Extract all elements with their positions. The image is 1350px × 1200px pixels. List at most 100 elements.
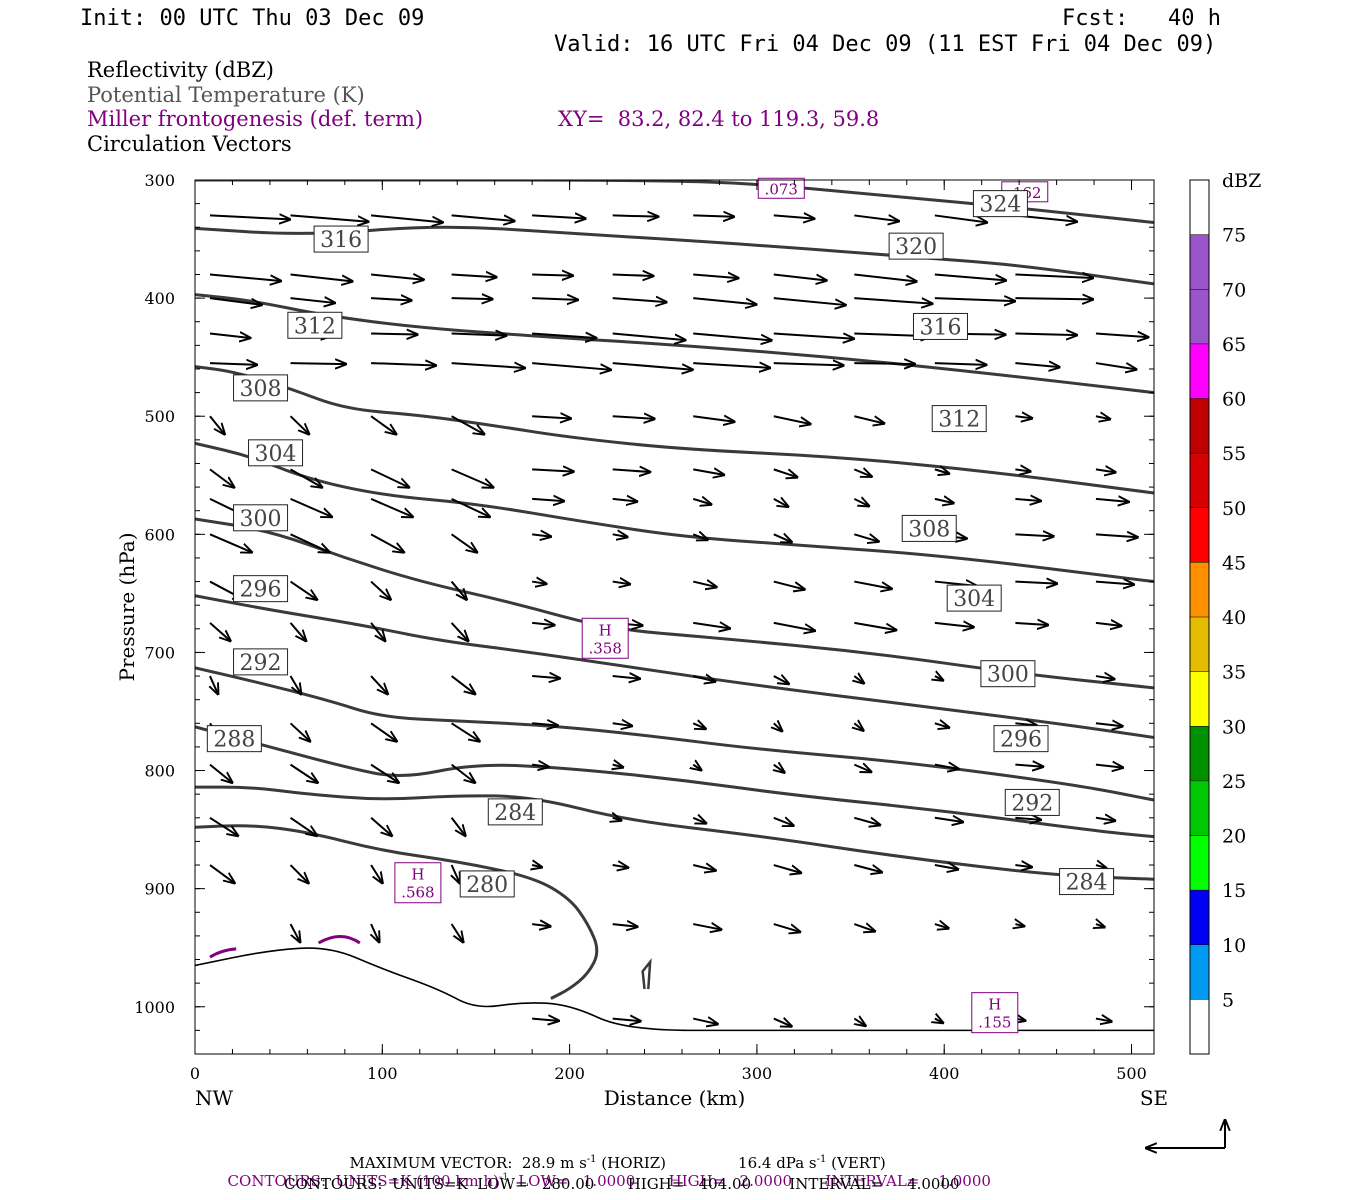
- circulation-vector: [532, 723, 557, 725]
- circulation-vector: [289, 816, 317, 836]
- circulation-vector: [371, 363, 436, 365]
- circulation-vector: [934, 623, 974, 627]
- plot-axes: 300 400 500 600 700 800 900 1000 0 100 200 300 400 50…: [115, 171, 1168, 1110]
- reference-vector-icon: [1146, 1120, 1225, 1148]
- colorbar-label: 65: [1222, 334, 1246, 356]
- circulation-vector: [693, 1019, 717, 1024]
- theta-contour-320: [195, 225, 1154, 286]
- theta-label: 292: [240, 651, 282, 676]
- circulation-vector: [1015, 924, 1024, 926]
- theta-label-box: [993, 725, 1049, 753]
- circulation-vector: [934, 363, 986, 365]
- theta-contour-292: [195, 725, 1154, 839]
- fronto-box: [394, 862, 442, 904]
- theta-label-box: [912, 312, 968, 340]
- theta-label: 288: [213, 728, 255, 753]
- theta-label: 284: [1066, 871, 1108, 896]
- colorbar-segment: [1190, 944, 1209, 1000]
- max-vector-horiz: MAXIMUM VECTOR: 28.9 m s: [349, 1154, 587, 1172]
- circulation-vector: [209, 763, 232, 783]
- circulation-vector: [451, 363, 525, 368]
- circulation-vector: [1015, 363, 1059, 367]
- legend-circulation: Circulation Vectors: [87, 132, 292, 156]
- circulation-vector: [210, 675, 218, 694]
- theta-label: 304: [255, 442, 297, 467]
- y-tick-label: 1000: [134, 998, 175, 1017]
- circulation-vector: [532, 534, 551, 536]
- circulation-vector: [692, 818, 706, 823]
- circulation-vector: [853, 469, 871, 476]
- circulation-vector: [532, 865, 542, 867]
- circulation-vector: [1095, 765, 1123, 768]
- legend-reflectivity: Reflectivity (dBZ): [87, 58, 275, 82]
- circulation-vector: [370, 817, 392, 836]
- circulation-vector: [693, 582, 716, 587]
- circulation-vector: [451, 497, 490, 517]
- fronto-box: [757, 177, 805, 199]
- circulation-vector: [854, 363, 915, 364]
- theta-label-box: [1004, 788, 1060, 816]
- fronto-max-label: H: [599, 621, 612, 639]
- circulation-vector: [854, 534, 878, 541]
- circulation-vector: [289, 722, 310, 741]
- colorbar-label: 60: [1222, 389, 1246, 411]
- fronto-contour: [209, 947, 237, 959]
- colorbar-label: 35: [1222, 662, 1246, 684]
- y-tick-label: 900: [144, 880, 175, 899]
- circulation-vector: [290, 214, 369, 221]
- circulation-vector: [370, 722, 397, 741]
- circulation-vector: [693, 469, 724, 474]
- colorbar-segment: [1190, 617, 1209, 672]
- contours-frontogenesis-note: CONTOURS: UNITS=K (100 km h)-1 LOW= 1.00…: [218, 1158, 991, 1189]
- theta-label: 324: [979, 193, 1021, 218]
- circulation-vector: [532, 765, 548, 767]
- circulation-vector: [451, 415, 485, 434]
- colorbar-segment: [1190, 343, 1209, 399]
- circulation-vector: [854, 864, 882, 872]
- legend-miller: Miller frontogenesis (def. term): [87, 107, 424, 131]
- circulation-vector: [773, 923, 800, 932]
- circulation-vector: [532, 469, 573, 471]
- colorbar-label: 40: [1222, 607, 1246, 629]
- circulation-vector: [289, 675, 301, 694]
- x-tick-label: 500: [1116, 1064, 1147, 1083]
- circulation-vector: [531, 582, 546, 584]
- circulation-vector: [451, 298, 493, 299]
- y-tick-label: 400: [144, 289, 175, 308]
- x-tick-label: 0: [190, 1064, 200, 1083]
- circulation-vector: [290, 363, 346, 364]
- circulation-vector: [370, 675, 388, 694]
- circulation-vector: [773, 499, 788, 507]
- theta-label: 312: [294, 314, 336, 339]
- circulation-vector: [854, 215, 898, 221]
- circulation-vector: [370, 214, 443, 222]
- colorbar-label: 55: [1222, 443, 1246, 465]
- circulation-vector: [692, 534, 707, 539]
- colorbar-label: 15: [1222, 880, 1246, 902]
- theta-label: 292: [1011, 791, 1053, 816]
- circulation-vector: [612, 582, 630, 585]
- circulation-vector: [1015, 818, 1040, 820]
- circulation-vector: [1095, 534, 1138, 537]
- theta-label: 320: [895, 235, 937, 260]
- circulation-vector: [289, 415, 310, 434]
- circulation-vector: [693, 274, 738, 278]
- circulation-vector: [1015, 723, 1036, 725]
- circulation-vector: [370, 864, 382, 883]
- circulation-vector: [612, 723, 632, 726]
- fronto-box: [581, 617, 629, 659]
- circulation-vector: [854, 818, 880, 825]
- max-vector-vert: 16.4 dPa s: [738, 1154, 817, 1172]
- circulation-vector: [1015, 469, 1030, 471]
- circulation-vector: [612, 499, 637, 502]
- circulation-vector: [209, 622, 230, 641]
- circulation-vector: [1095, 1019, 1112, 1022]
- colorbar-segment: [1190, 999, 1209, 1054]
- circulation-vectors: [210, 215, 1148, 1026]
- theta-contour-closed: [641, 957, 652, 990]
- theta-label: 300: [987, 663, 1029, 688]
- colorbar-segment: [1190, 562, 1209, 617]
- circulation-vector: [693, 924, 721, 929]
- contours-theta-note: CONTOURS: UNITS=K LOW= 280.00 HIGH= 404.…: [284, 1175, 960, 1193]
- theta-label: 316: [919, 315, 961, 340]
